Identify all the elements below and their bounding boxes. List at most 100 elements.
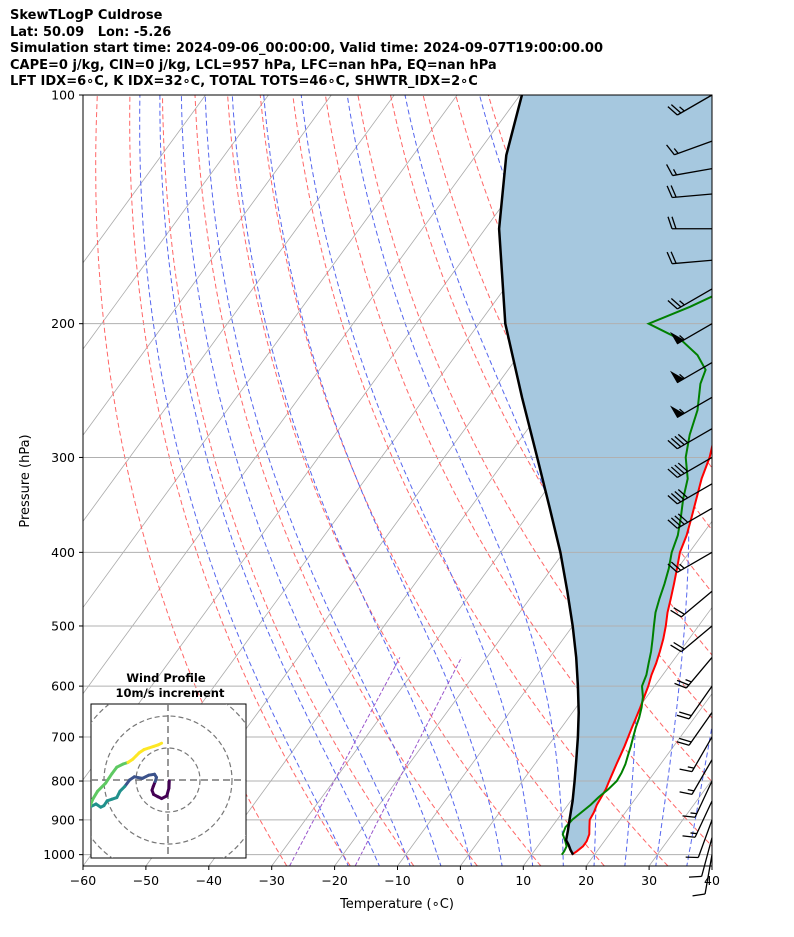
lifted-indices-text: LFT IDX=6∘C, K IDX=32∘C, TOTAL TOTS=46∘C… (10, 74, 478, 89)
barb-half (672, 168, 678, 176)
barb-staff (691, 736, 713, 772)
dry-adiabat (194, 95, 478, 866)
y-tick-label: 400 (51, 545, 75, 560)
barb-staff (677, 483, 713, 505)
barb-staff (694, 780, 713, 818)
wind-barb (667, 428, 713, 450)
barb-flag (670, 405, 685, 418)
barb-full (670, 437, 682, 448)
dry-adiabat (129, 95, 351, 866)
wind-barb (667, 456, 713, 479)
x-tick-label: −20 (321, 873, 347, 888)
barb-full (688, 875, 702, 878)
isotherm (83, 95, 395, 523)
barb-staff (697, 819, 713, 858)
barb-full (676, 714, 690, 720)
wind-barb (666, 185, 713, 199)
mixing-ratio-line (354, 657, 462, 866)
barb-full (676, 741, 690, 746)
moist-adiabat (300, 95, 534, 866)
barb-staff (677, 456, 713, 479)
barb-full (674, 682, 687, 689)
x-axis-label: Temperature (∘C) (339, 897, 454, 912)
wind-barb (667, 483, 713, 505)
barb-full (670, 251, 677, 264)
barb-full (677, 513, 689, 523)
wind-barb (667, 288, 713, 310)
hodograph-segment (156, 741, 164, 747)
isotherm (585, 692, 712, 866)
wind-barb (676, 685, 713, 720)
hodograph-segment (91, 789, 100, 801)
wind-barb (667, 551, 713, 573)
barb-full (670, 609, 682, 618)
barb-half (685, 679, 692, 683)
barb-staff (694, 800, 713, 838)
barb-staff (691, 759, 713, 795)
y-tick-label: 800 (51, 774, 75, 789)
barb-half (673, 148, 679, 154)
y-tick-label: 600 (51, 679, 75, 694)
barb-full (679, 737, 692, 743)
x-axis: −60 −50 −40 −30 −20 −10 0 10 20 30 40 (70, 866, 720, 888)
y-tick-label: 900 (51, 812, 75, 827)
y-tick-label: 300 (51, 450, 75, 465)
barb-full (670, 517, 682, 527)
barb-full (673, 641, 685, 650)
barb-full (670, 104, 682, 114)
isotherm (83, 95, 521, 695)
hodograph-inset: Wind Profile 10m/s increment (90, 671, 247, 859)
x-tick-label: −30 (259, 873, 285, 888)
barb-full (682, 835, 696, 838)
y-tick-label: 100 (51, 88, 75, 103)
y-tick-label: 500 (51, 618, 75, 633)
barb-full (676, 679, 690, 686)
dry-adiabat (716, 95, 794, 866)
barb-full (667, 468, 678, 478)
station-title: SkewTLogP Culdrose (10, 8, 163, 23)
x-tick-label: 0 (456, 873, 464, 888)
stability-indices-text: CAPE=0 j/kg, CIN=0 j/kg, LCL=957 hPa, LF… (10, 57, 497, 73)
x-tick-label: −10 (384, 873, 410, 888)
dry-adiabat (227, 95, 542, 866)
hodograph-segment (104, 772, 114, 785)
lat-lon-text: Lat: 50.09 Lon: -5.26 (10, 24, 172, 40)
barb-full (667, 563, 678, 573)
wind-barb (667, 94, 713, 116)
barb-half (679, 563, 685, 569)
dry-adiabat (292, 95, 669, 866)
wind-barb (670, 323, 713, 345)
barb-full (667, 106, 678, 116)
dry-adiabat (162, 95, 415, 866)
barb-staff (677, 551, 713, 573)
wind-barb (666, 251, 713, 265)
barb-full (677, 433, 689, 444)
moist-adiabat (404, 95, 597, 866)
parcel-line (497, 95, 580, 856)
barb-full (670, 561, 682, 571)
temperature-line (571, 442, 712, 856)
wind-barb (667, 507, 713, 529)
barb-full (671, 216, 677, 229)
barb-full (679, 711, 692, 717)
barb-full (667, 494, 678, 505)
y-tick-label: 200 (51, 316, 75, 331)
barb-half (690, 812, 697, 815)
barb-staff (674, 140, 713, 156)
wind-barb (666, 140, 713, 156)
x-tick-label: 30 (641, 873, 657, 888)
wind-barb (674, 656, 713, 689)
barb-full (666, 144, 675, 156)
moist-adiabat (346, 95, 564, 866)
barb-half (679, 408, 685, 414)
barb-full (682, 815, 696, 818)
y-axis-label: Pressure (hPa) (18, 434, 33, 527)
isotherm (83, 95, 206, 264)
wind-barb (692, 854, 713, 897)
barb-full (670, 466, 682, 476)
moist-adiabat (159, 95, 380, 866)
y-axis: 100 200 300 400 500 600 700 800 900 1000 (43, 88, 83, 862)
barb-staff (672, 167, 713, 177)
barb-half (679, 300, 685, 306)
